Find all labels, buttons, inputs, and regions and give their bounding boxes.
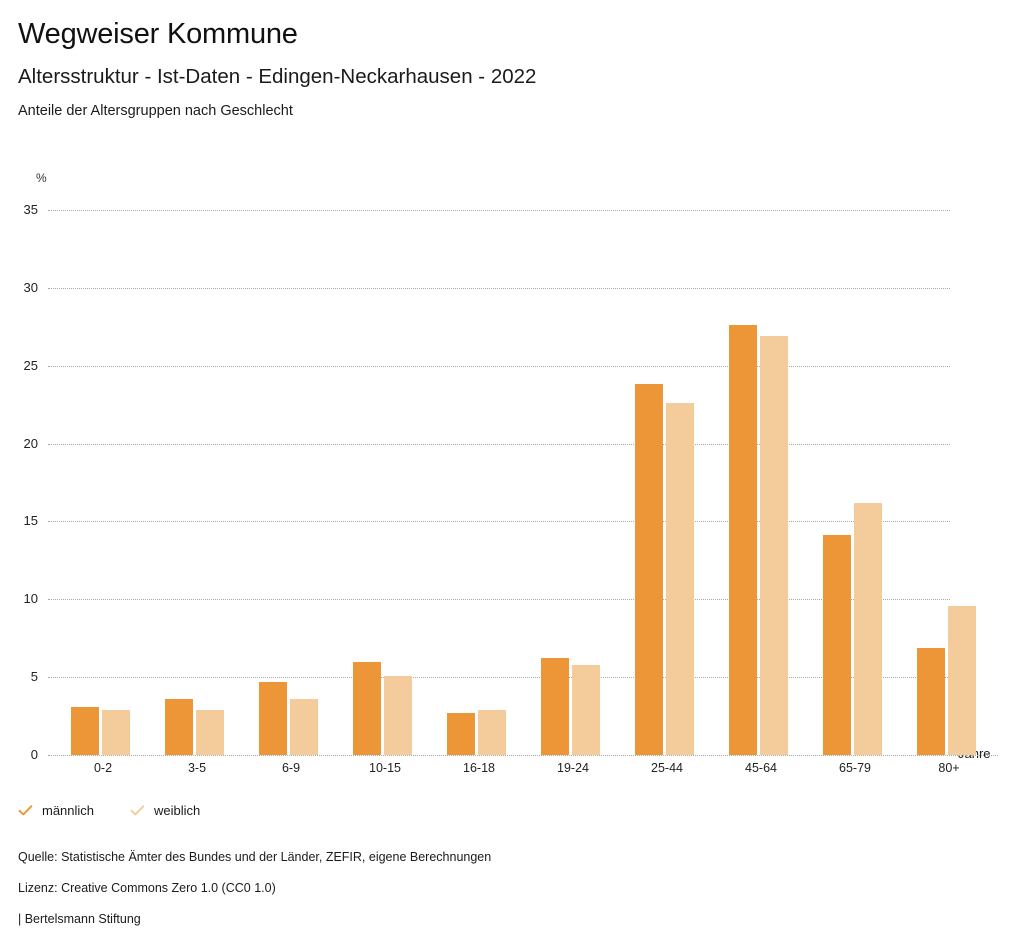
x-axis-tick-label: 6-9 [281,761,301,775]
legend-item-label: weiblich [154,803,201,818]
bar-male[interactable] [729,325,757,755]
bar-female[interactable] [196,709,224,755]
source-line: Quelle: Statistische Ämter des Bundes un… [18,850,492,864]
bar-male[interactable] [823,535,851,755]
x-axis-tick-label: 10-15 [369,761,401,775]
gridline [48,599,950,601]
y-axis-tick-label: 35 [23,202,38,217]
bar-group [808,210,902,755]
bar-female[interactable] [854,502,882,755]
chart-subtitle: Altersstruktur - Ist-Daten - Edingen-Nec… [18,65,537,88]
legend-item-male[interactable]: männlich [18,803,94,818]
plot-region: 35 30 25 20 15 10 5 0 0-2 3-5 6-9 10-15 16-18 19-24 2… [24,202,998,775]
gridline [48,521,950,523]
gridline [48,365,950,367]
bar-male[interactable] [165,698,193,755]
x-axis-tick-label: 80+ [938,761,960,775]
chart-description: Anteile der Altersgruppen nach Geschlech… [18,103,293,119]
x-axis-tick-label: 3-5 [187,761,207,775]
x-axis-baseline [48,755,998,756]
page-title: Wegweiser Kommune [18,18,298,50]
x-axis-tick-label: 0-2 [93,761,113,775]
chart-legend: männlich weiblich [18,803,200,818]
x-axis-tick-label: 25-44 [651,761,683,775]
bars-layer [48,210,976,755]
chart-header: Wegweiser Kommune Altersstruktur - Ist-D… [18,16,1008,122]
bar-group [56,210,150,755]
bar-male[interactable] [259,681,287,755]
bar-male[interactable] [541,658,569,755]
bar-male[interactable] [635,384,663,755]
bar-group [432,210,526,755]
legend-item-female[interactable]: weiblich [130,803,200,818]
x-axis-tick-label: 65-79 [839,761,871,775]
bar-female[interactable] [948,605,976,755]
x-axis-tick-label: 16-18 [463,761,495,775]
y-axis-tick-label: 30 [23,279,38,295]
bar-group [244,210,338,755]
bar-female[interactable] [384,675,412,755]
y-axis-tick-label: 25 [23,357,38,373]
bar-group [714,210,808,755]
bar-male[interactable] [917,647,945,755]
legend-item-label: männlich [42,803,95,818]
gridline [48,677,950,679]
bar-female[interactable] [666,403,694,755]
y-axis-tick-label: 10 [23,591,38,607]
check-icon [130,803,145,818]
bar-group [902,210,996,755]
y-axis-tick-label: 15 [23,513,38,529]
x-axis-tick-label: 19-24 [557,761,589,775]
bar-female[interactable] [760,336,788,755]
chart-footer: Quelle: Statistische Ämter des Bundes un… [18,842,998,935]
y-axis-tick-label: 0 [30,747,38,762]
bar-group [526,210,620,755]
y-axis-tick-label: 5 [30,669,38,685]
bar-male[interactable] [447,712,475,755]
bar-female[interactable] [572,664,600,755]
license-line: Lizenz: Creative Commons Zero 1.0 (CC0 1… [18,881,276,895]
bar-group [150,210,244,755]
x-axis-tick-label: 45-64 [745,761,777,775]
bar-female[interactable] [290,698,318,755]
check-icon [18,803,33,818]
y-axis-unit-label: % [36,171,47,185]
bar-female[interactable] [102,709,130,755]
publisher-line: | Bertelsmann Stiftung [18,912,141,926]
gridline [48,287,950,289]
bar-male[interactable] [71,706,99,755]
bar-group [620,210,714,755]
gridline [48,443,950,445]
bar-male[interactable] [353,661,381,755]
bar-group [338,210,432,755]
gridline [48,210,950,211]
bar-female[interactable] [478,709,506,755]
y-axis-tick-label: 20 [23,435,38,451]
